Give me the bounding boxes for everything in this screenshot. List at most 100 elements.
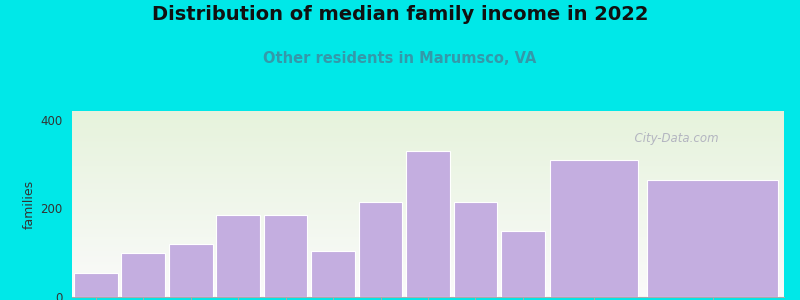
Bar xyxy=(72,266,784,267)
Bar xyxy=(72,120,784,121)
Bar xyxy=(72,277,784,278)
Bar xyxy=(72,127,784,128)
Bar xyxy=(72,180,784,182)
Bar xyxy=(72,132,784,133)
Bar xyxy=(72,296,784,297)
Bar xyxy=(72,286,784,287)
Bar xyxy=(264,215,307,297)
Bar xyxy=(72,172,784,173)
Bar xyxy=(72,265,784,266)
Bar xyxy=(72,282,784,284)
Bar xyxy=(72,118,784,120)
Bar xyxy=(72,245,784,246)
Bar xyxy=(72,128,784,130)
Bar xyxy=(72,178,784,179)
Bar xyxy=(72,293,784,295)
Bar xyxy=(72,203,784,204)
Bar xyxy=(72,158,784,159)
Bar xyxy=(72,200,784,202)
Bar xyxy=(72,285,784,286)
Bar xyxy=(72,183,784,184)
Bar xyxy=(72,196,784,198)
Bar xyxy=(72,270,784,271)
Bar xyxy=(72,145,784,146)
Bar xyxy=(72,179,784,180)
Bar xyxy=(72,113,784,115)
Bar xyxy=(72,174,784,175)
Bar xyxy=(72,111,784,112)
Bar xyxy=(647,180,778,297)
Bar xyxy=(72,112,784,113)
Bar xyxy=(72,241,784,242)
Bar xyxy=(454,202,498,297)
Bar xyxy=(122,253,165,297)
Bar xyxy=(72,149,784,151)
Bar xyxy=(72,272,784,273)
Bar xyxy=(72,148,784,149)
Bar xyxy=(72,226,784,228)
Bar xyxy=(72,177,784,178)
Y-axis label: families: families xyxy=(23,179,36,229)
Bar xyxy=(72,199,784,200)
Bar xyxy=(72,221,784,223)
Bar xyxy=(72,130,784,131)
Bar xyxy=(72,117,784,119)
Bar xyxy=(72,187,784,188)
Bar xyxy=(72,291,784,292)
Bar xyxy=(72,210,784,211)
Bar xyxy=(72,281,784,282)
Text: City-Data.com: City-Data.com xyxy=(627,132,719,146)
Bar xyxy=(72,244,784,245)
Bar xyxy=(72,239,784,240)
Bar xyxy=(72,273,784,275)
Bar xyxy=(72,220,784,221)
Bar xyxy=(72,188,784,189)
Bar xyxy=(72,176,784,177)
Bar xyxy=(72,136,784,137)
Bar xyxy=(72,195,784,196)
Bar xyxy=(72,190,784,192)
Bar xyxy=(72,252,784,253)
Bar xyxy=(72,287,784,288)
Bar xyxy=(72,249,784,250)
Bar xyxy=(72,163,784,164)
Bar xyxy=(72,248,784,249)
Bar xyxy=(72,238,784,239)
Bar xyxy=(72,205,784,206)
Bar xyxy=(72,168,784,169)
Bar xyxy=(72,235,784,236)
Bar xyxy=(169,244,213,297)
Bar xyxy=(72,159,784,160)
Bar xyxy=(72,242,784,244)
Bar xyxy=(72,232,784,234)
Bar xyxy=(72,192,784,193)
Bar xyxy=(72,156,784,157)
Bar xyxy=(72,162,784,163)
Bar xyxy=(72,209,784,210)
Bar xyxy=(72,123,784,124)
Bar xyxy=(72,126,784,127)
Bar xyxy=(72,212,784,213)
Bar xyxy=(72,240,784,241)
Bar xyxy=(72,154,784,156)
Bar xyxy=(72,218,784,219)
Bar xyxy=(72,268,784,270)
Bar xyxy=(72,204,784,205)
Text: Distribution of median family income in 2022: Distribution of median family income in … xyxy=(152,4,648,23)
Bar xyxy=(72,193,784,194)
Bar xyxy=(72,288,784,290)
Bar xyxy=(72,292,784,293)
Bar xyxy=(72,194,784,195)
Bar xyxy=(72,146,784,147)
Bar xyxy=(72,255,784,256)
Bar xyxy=(72,219,784,220)
Bar xyxy=(72,142,784,143)
Bar xyxy=(72,223,784,224)
Bar xyxy=(72,267,784,268)
Bar xyxy=(72,295,784,296)
Bar xyxy=(72,228,784,229)
Bar xyxy=(72,271,784,272)
Bar xyxy=(72,216,784,217)
Bar xyxy=(72,185,784,187)
Bar xyxy=(72,206,784,208)
